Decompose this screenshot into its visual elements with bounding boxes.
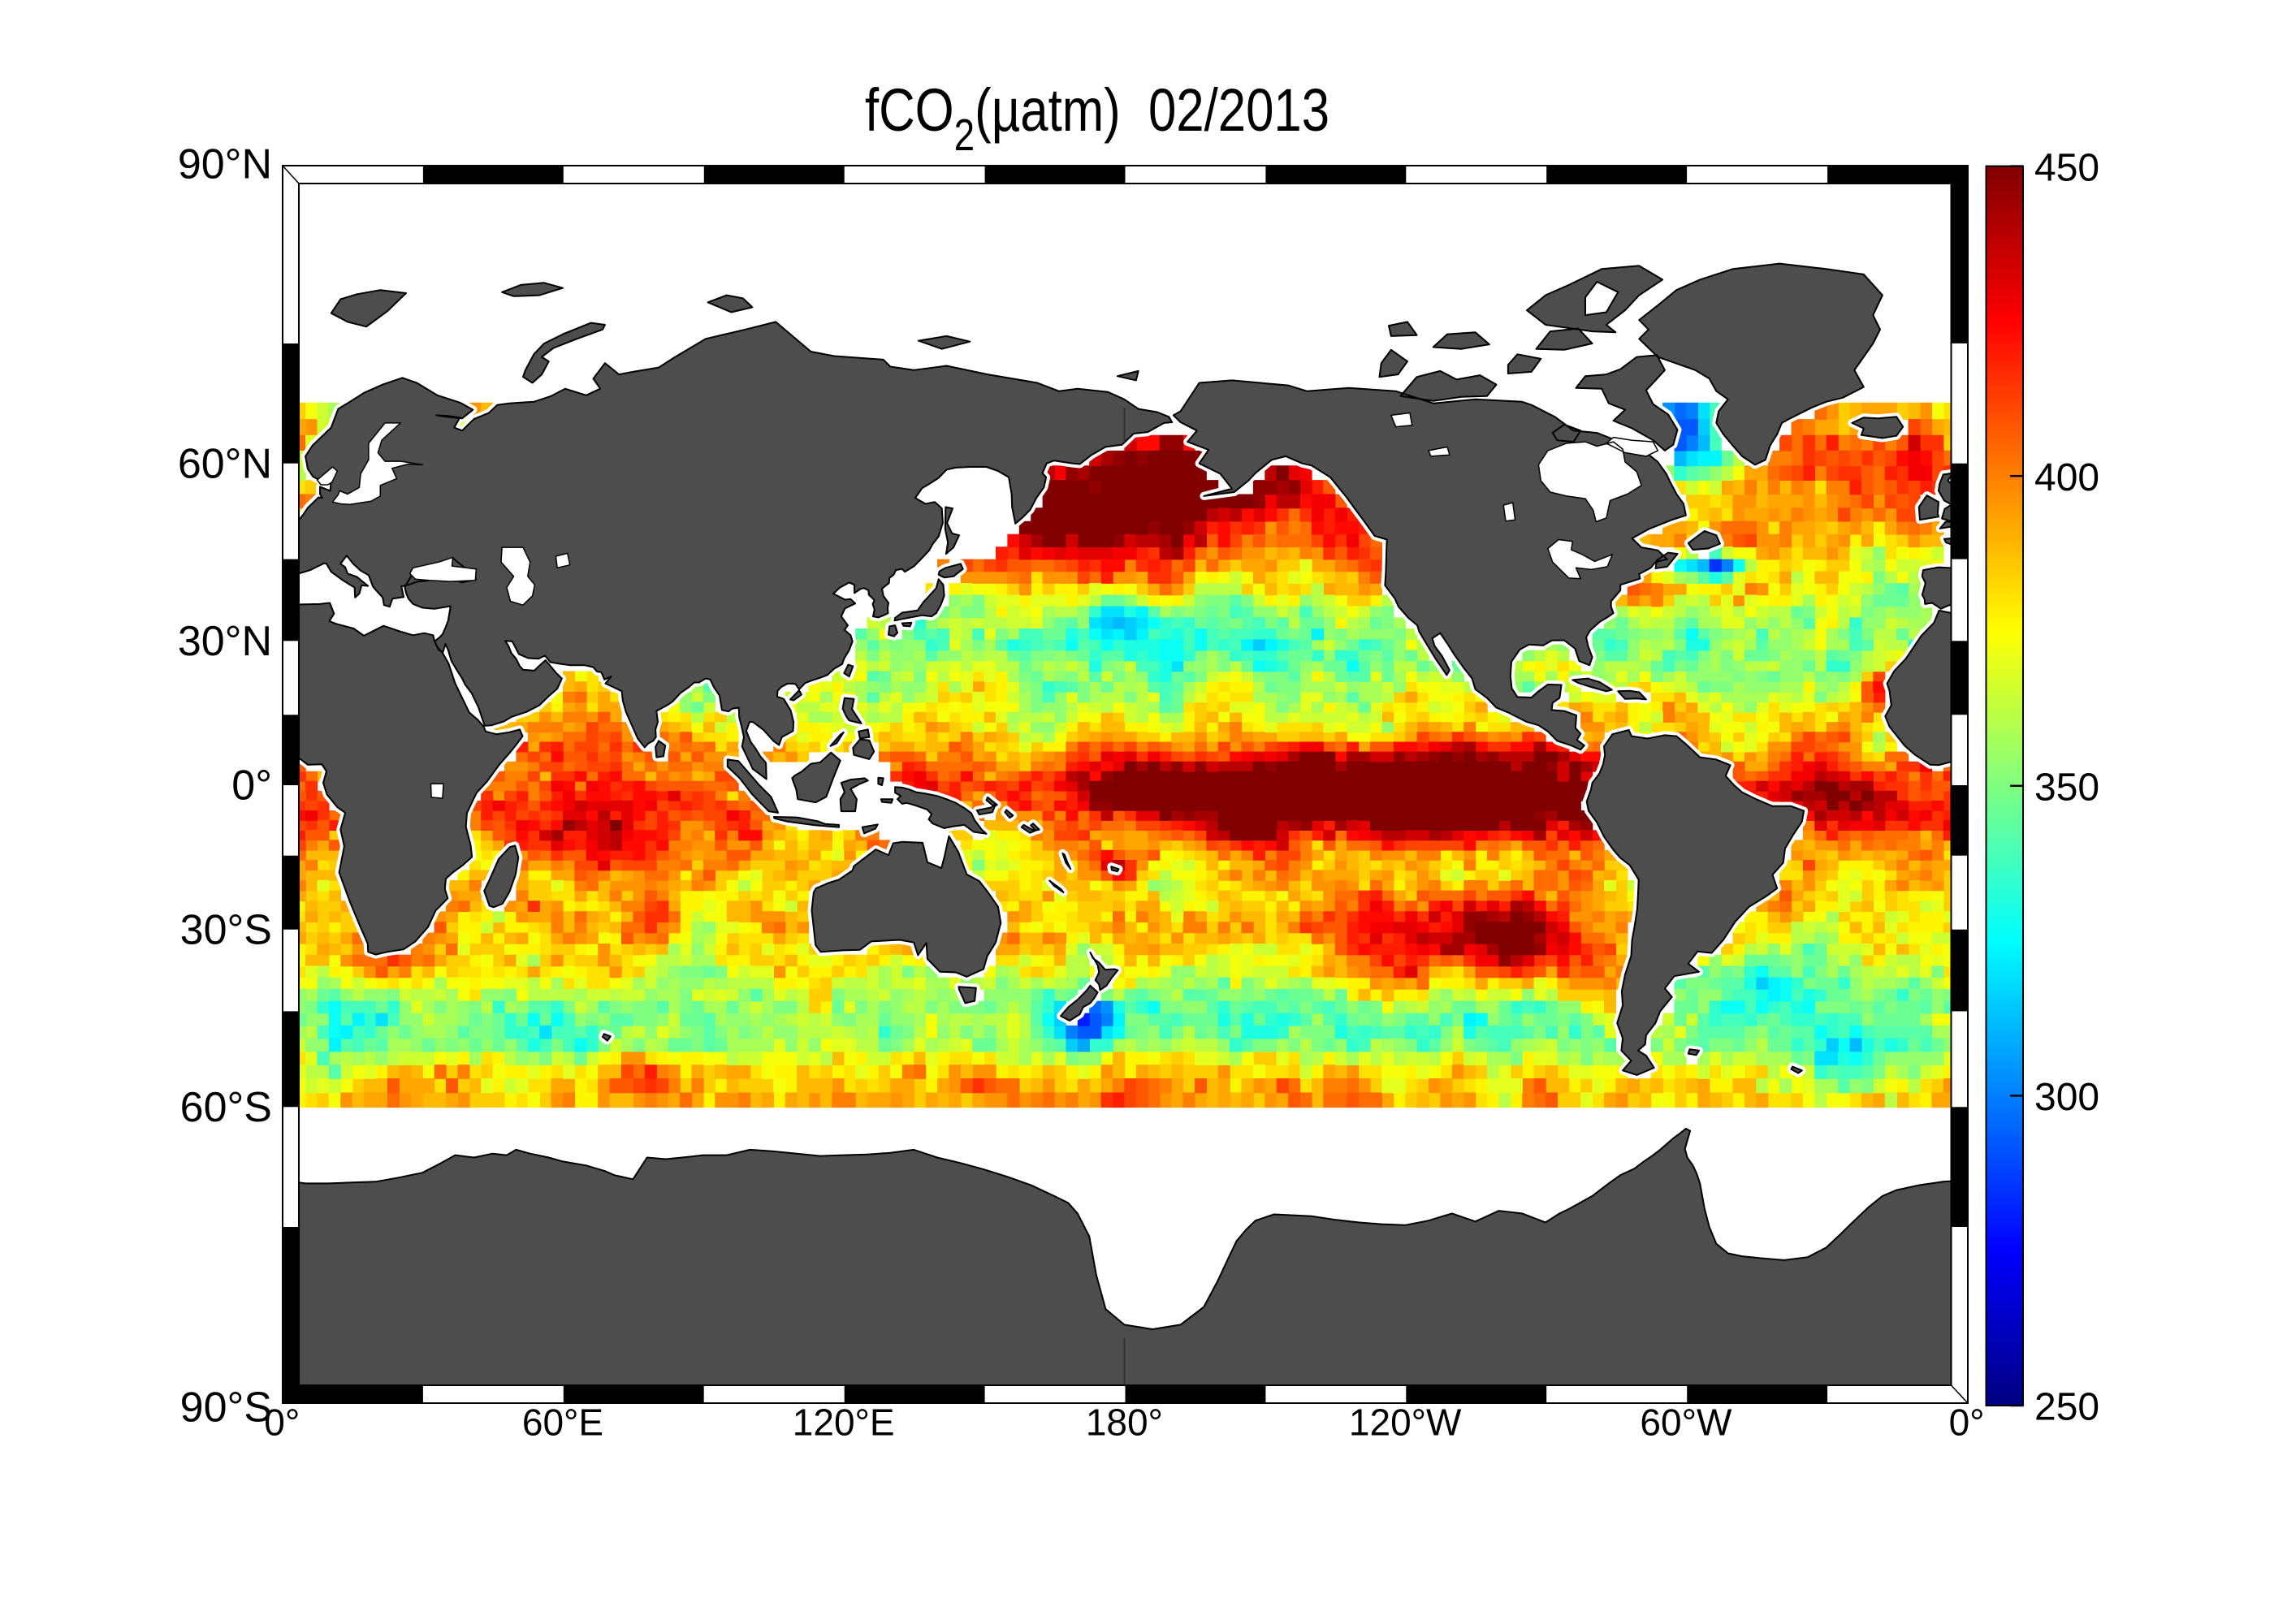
svg-text:60°N: 60°N (178, 440, 272, 487)
svg-text:60°W: 60°W (1640, 1402, 1732, 1444)
svg-text:fCO2(µatm) 02/2013: fCO2(µatm) 02/2013 (865, 77, 1329, 160)
svg-text:180°: 180° (1086, 1402, 1163, 1444)
svg-text:90°N: 90°N (178, 141, 272, 188)
svg-text:120°E: 120°E (793, 1402, 895, 1444)
svg-text:30°S: 30°S (180, 906, 272, 953)
svg-text:60°S: 60°S (180, 1084, 272, 1131)
svg-text:90°S: 90°S (180, 1384, 272, 1432)
svg-text:450: 450 (2034, 146, 2099, 189)
svg-text:300: 300 (2034, 1076, 2099, 1119)
svg-text:0°: 0° (1949, 1402, 1985, 1444)
svg-text:0°: 0° (264, 1402, 300, 1444)
svg-text:120°W: 120°W (1349, 1402, 1462, 1444)
svg-text:0°: 0° (231, 762, 272, 810)
svg-text:250: 250 (2034, 1386, 2099, 1429)
svg-text:400: 400 (2034, 456, 2099, 499)
svg-text:30°N: 30°N (178, 618, 272, 665)
svg-text:350: 350 (2034, 766, 2099, 809)
svg-text:60°E: 60°E (522, 1402, 603, 1444)
